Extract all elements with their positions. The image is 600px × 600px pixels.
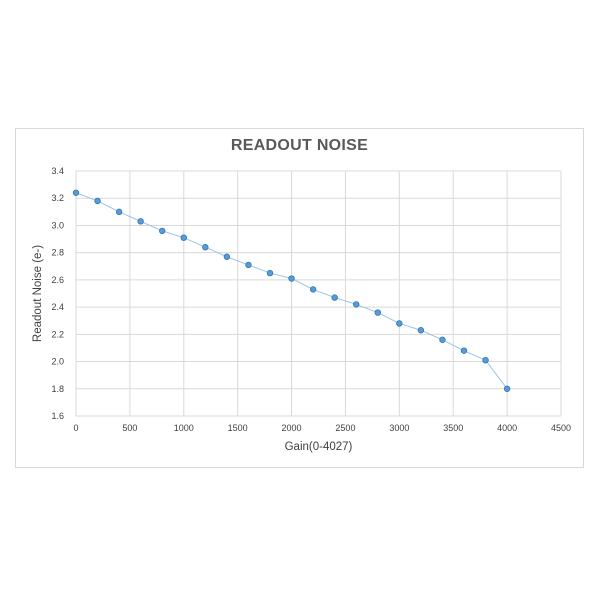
y-tick-label: 3.4	[51, 166, 64, 176]
y-axis-label: Readout Noise (e-)	[32, 245, 44, 342]
data-point	[223, 253, 231, 260]
data-point	[245, 261, 252, 269]
data-point	[309, 286, 317, 293]
data-point	[439, 336, 446, 343]
x-tick-label: 2000	[282, 423, 302, 433]
data-point	[331, 294, 338, 301]
y-tick-label: 3.2	[51, 193, 64, 203]
x-tick-label: 500	[122, 423, 137, 433]
y-tick-label: 2.6	[51, 275, 64, 285]
x-tick-label: 1000	[174, 423, 194, 433]
y-tick-label: 2.2	[51, 329, 64, 339]
data-point	[374, 309, 381, 316]
x-tick-label: 3000	[389, 423, 409, 433]
x-tick-label: 2500	[335, 423, 355, 433]
y-tick-label: 1.8	[51, 384, 64, 394]
data-point	[202, 244, 209, 251]
x-tick-label: 4000	[497, 423, 517, 433]
data-point	[94, 197, 101, 205]
x-tick-label: 1500	[228, 423, 248, 433]
data-point	[460, 347, 468, 354]
data-point	[137, 218, 144, 225]
data-point	[417, 327, 425, 334]
data-point	[180, 234, 187, 241]
data-point	[396, 320, 403, 327]
y-tick-label: 1.6	[51, 411, 64, 421]
y-tick-label: 2.4	[51, 302, 64, 312]
x-tick-labels: 0 500 1000 1500 2000 2500 3000 3500 4000 4500	[73, 423, 571, 433]
data-point	[159, 227, 166, 235]
grid-layer	[75, 170, 562, 417]
y-tick-label: 2.0	[51, 357, 64, 367]
x-tick-label: 3500	[443, 423, 463, 433]
data-point	[266, 269, 274, 277]
data-point	[503, 385, 511, 392]
data-point	[288, 275, 295, 282]
x-axis-label: Gain(0-4027)	[285, 441, 353, 453]
chart-title: READOUT NOISE	[230, 137, 369, 154]
x-tick-label: 0	[73, 423, 78, 433]
chart-frame: READOUT NOISE	[15, 128, 584, 468]
data-points	[72, 189, 511, 392]
data-point	[482, 356, 489, 364]
y-tick-label: 3.0	[51, 220, 64, 230]
y-tick-label: 2.8	[51, 248, 64, 258]
data-point	[72, 189, 80, 196]
data-point	[115, 208, 123, 216]
data-point	[353, 301, 360, 308]
x-tick-label: 4500	[551, 423, 571, 433]
y-tick-labels: 1.6 1.8 2.0 2.2 2.4 2.6 2.8 3.0 3.2 3.4	[51, 166, 64, 421]
